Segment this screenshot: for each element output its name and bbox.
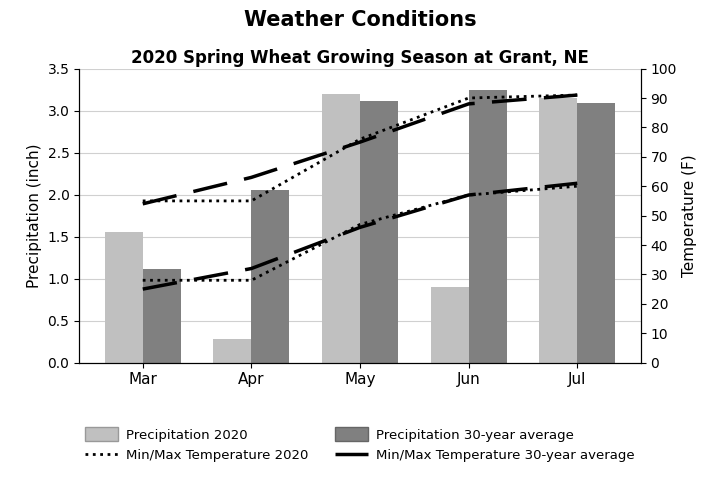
Bar bbox=[431, 287, 469, 363]
Bar bbox=[577, 103, 616, 363]
Title: 2020 Spring Wheat Growing Season at Grant, NE: 2020 Spring Wheat Growing Season at Gran… bbox=[131, 49, 589, 67]
Bar bbox=[322, 94, 360, 363]
Y-axis label: Temperature (F): Temperature (F) bbox=[683, 154, 698, 277]
Text: Weather Conditions: Weather Conditions bbox=[243, 10, 477, 30]
Bar bbox=[143, 269, 181, 363]
Bar bbox=[539, 98, 577, 363]
Bar bbox=[469, 90, 507, 363]
Bar bbox=[213, 339, 251, 363]
Y-axis label: Precipitation (inch): Precipitation (inch) bbox=[27, 144, 42, 288]
Legend: Precipitation 2020, Min/Max Temperature 2020, Precipitation 30-year average, Min: Precipitation 2020, Min/Max Temperature … bbox=[80, 422, 640, 467]
Bar bbox=[251, 191, 289, 363]
Bar bbox=[104, 232, 143, 363]
Bar bbox=[360, 100, 398, 363]
